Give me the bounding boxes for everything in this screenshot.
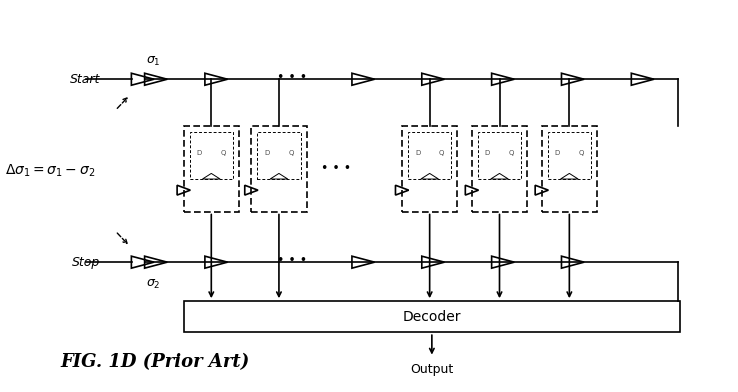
Bar (408, 132, 452, 179)
Text: D: D (485, 150, 490, 156)
Bar (472, 126, 527, 212)
Text: Start: Start (70, 73, 100, 86)
Text: $\Delta\sigma_1 = \sigma_1 - \sigma_2$: $\Delta\sigma_1 = \sigma_1 - \sigma_2$ (5, 163, 95, 179)
Bar (252, 126, 306, 212)
Text: Q: Q (509, 150, 514, 156)
Text: • • •: • • • (321, 162, 351, 175)
Text: D: D (196, 150, 201, 156)
Text: Q: Q (439, 150, 444, 156)
Bar (548, 132, 591, 179)
Bar (258, 132, 300, 179)
Text: Decoder: Decoder (403, 310, 461, 324)
Text: $\sigma_2$: $\sigma_2$ (146, 278, 161, 291)
Text: • • •: • • • (277, 254, 307, 267)
Text: Q: Q (289, 150, 294, 156)
Bar (402, 126, 458, 212)
Text: • • •: • • • (277, 71, 307, 84)
Text: D: D (415, 150, 420, 156)
Text: Stop: Stop (72, 256, 100, 269)
Bar (542, 126, 597, 212)
Text: D: D (264, 150, 269, 156)
Text: FIG. 1D (Prior Art): FIG. 1D (Prior Art) (61, 353, 249, 371)
Bar (184, 301, 680, 332)
Text: Output: Output (410, 363, 453, 376)
Text: D: D (554, 150, 560, 156)
Text: Q: Q (579, 150, 584, 156)
Bar (477, 132, 521, 179)
Bar (184, 126, 239, 212)
Text: Q: Q (221, 150, 226, 156)
Bar (190, 132, 233, 179)
Text: $\sigma_1$: $\sigma_1$ (146, 54, 161, 67)
